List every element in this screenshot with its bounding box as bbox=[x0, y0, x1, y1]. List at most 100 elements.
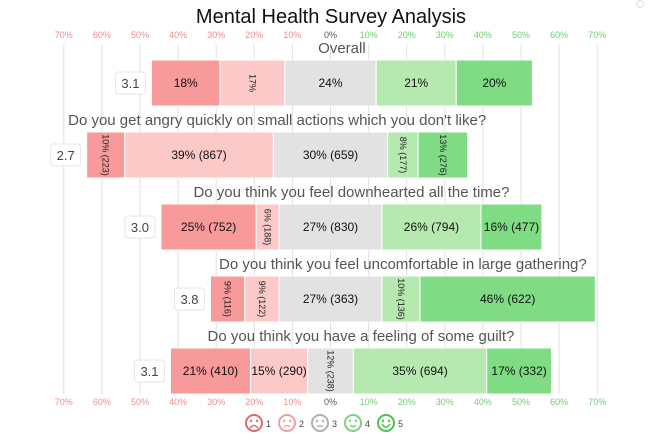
bar-segment-5[interactable]: 46% (622) bbox=[419, 275, 596, 323]
bottom-tick-label: 10% bbox=[283, 397, 301, 407]
bar-segment-1[interactable]: 18% bbox=[150, 59, 221, 107]
bar-segment-4[interactable]: 21% bbox=[375, 59, 457, 107]
score-value: 3.8 bbox=[180, 292, 198, 307]
menu-dot-icon[interactable] bbox=[636, 0, 644, 8]
top-tick-label: 30% bbox=[436, 30, 454, 40]
bar-segment-5[interactable]: 16% (477) bbox=[480, 203, 543, 251]
score-box: 2.7 bbox=[50, 143, 82, 167]
bottom-tick-label: 0% bbox=[324, 397, 337, 407]
question-rows: Overall 3.1 18% 17% 24% 21% 20% Do you get angr… bbox=[50, 40, 596, 395]
legend-label: 4 bbox=[365, 419, 370, 429]
bar-segment-5[interactable]: 20% bbox=[455, 59, 533, 107]
very-sad-face-icon[interactable]: 1 bbox=[245, 414, 271, 432]
top-tick-label: 50% bbox=[512, 30, 530, 40]
bottom-tick-label: 20% bbox=[398, 397, 416, 407]
bar-segment-3[interactable]: 30% (659) bbox=[272, 131, 389, 179]
bar-segment-2[interactable]: 15% (290) bbox=[249, 347, 309, 395]
top-tick-label: 0% bbox=[324, 30, 337, 40]
bar-segment-4[interactable]: 35% (694) bbox=[352, 347, 488, 395]
data-label: 10% (136) bbox=[396, 278, 406, 320]
bar-segment-2[interactable]: 6% (188) bbox=[255, 203, 280, 251]
legend-label: 2 bbox=[299, 419, 304, 429]
data-label: 35% (694) bbox=[392, 364, 447, 378]
data-label: 21% bbox=[404, 76, 428, 90]
data-label: 27% (830) bbox=[303, 220, 358, 234]
bar-segment-2[interactable]: 39% (867) bbox=[124, 131, 274, 179]
top-tick-label: 40% bbox=[474, 30, 492, 40]
bottom-tick-label: 40% bbox=[474, 397, 492, 407]
top-tick-label: 60% bbox=[93, 30, 111, 40]
bar-segment-3[interactable]: 24% bbox=[284, 59, 377, 107]
top-tick-label: 10% bbox=[360, 30, 378, 40]
data-label: 17% (332) bbox=[491, 364, 546, 378]
data-label: 27% (363) bbox=[303, 292, 358, 306]
data-label: 17% bbox=[247, 74, 257, 92]
top-tick-label: 70% bbox=[588, 30, 606, 40]
score-value: 3.1 bbox=[121, 76, 139, 91]
bottom-tick-label: 20% bbox=[245, 397, 263, 407]
data-label: 18% bbox=[174, 76, 198, 90]
data-label: 46% (622) bbox=[480, 292, 535, 306]
score-box: 3.8 bbox=[173, 287, 205, 311]
bottom-tick-label: 30% bbox=[436, 397, 454, 407]
legend: 1 2 3 4 5 bbox=[245, 414, 403, 432]
bar-segment-3[interactable]: 27% (830) bbox=[278, 203, 383, 251]
data-label: 13% (276) bbox=[438, 134, 448, 176]
data-label: 39% (867) bbox=[171, 148, 226, 162]
data-label: 20% bbox=[482, 76, 506, 90]
score-box: 3.0 bbox=[124, 215, 156, 239]
bar-segment-3[interactable]: 12% (238) bbox=[307, 347, 354, 395]
legend-label: 5 bbox=[398, 419, 403, 429]
top-tick-label: 70% bbox=[55, 30, 73, 40]
data-label: 9% (116) bbox=[223, 281, 233, 317]
bar-segment-1[interactable]: 10% (223) bbox=[86, 131, 126, 179]
bar-segment-4[interactable]: 8% (177) bbox=[387, 131, 419, 179]
question-title: Do you think you feel uncomfortable in l… bbox=[219, 256, 587, 273]
data-label: 10% (223) bbox=[101, 134, 111, 176]
top-tick-label: 10% bbox=[283, 30, 301, 40]
neutral-face-icon[interactable]: 3 bbox=[311, 414, 337, 432]
data-label: 16% (477) bbox=[484, 220, 539, 234]
question-title: Do you get angry quickly on small action… bbox=[68, 112, 486, 129]
bottom-axis: 70% 60% 50% 40% 30% 20% 10% 0% 10% 20% 30% 40% 50% 60… bbox=[55, 397, 606, 407]
score-box: 3.1 bbox=[114, 71, 146, 95]
bar-segment-5[interactable]: 17% (332) bbox=[486, 347, 552, 395]
happy-face-icon[interactable]: 5 bbox=[377, 414, 403, 432]
bar-segment-2[interactable]: 9% (122) bbox=[244, 275, 280, 323]
data-label: 6% (188) bbox=[263, 209, 273, 246]
bar-segment-3[interactable]: 27% (363) bbox=[278, 275, 383, 323]
data-label: 9% (122) bbox=[257, 281, 267, 318]
bar-segment-4[interactable]: 26% (794) bbox=[381, 203, 482, 251]
data-label: 12% (238) bbox=[326, 350, 336, 392]
legend-label: 3 bbox=[332, 419, 337, 429]
bar-segment-1[interactable]: 9% (116) bbox=[209, 275, 246, 323]
bar-segment-5[interactable]: 13% (276) bbox=[417, 131, 469, 179]
question-title: Overall bbox=[318, 40, 366, 57]
sad-face-icon[interactable]: 2 bbox=[278, 414, 304, 432]
bar-segment-1[interactable]: 25% (752) bbox=[160, 203, 257, 251]
data-label: 15% (290) bbox=[251, 364, 306, 378]
bottom-tick-label: 10% bbox=[360, 397, 378, 407]
smile-face-icon[interactable]: 4 bbox=[344, 414, 370, 432]
data-label: 21% (410) bbox=[183, 364, 238, 378]
bottom-tick-label: 40% bbox=[169, 397, 187, 407]
data-label: 26% (794) bbox=[404, 220, 459, 234]
top-tick-label: 40% bbox=[169, 30, 187, 40]
data-label: 8% (177) bbox=[398, 137, 408, 174]
score-value: 3.1 bbox=[140, 364, 158, 379]
top-tick-label: 60% bbox=[550, 30, 568, 40]
bar-segment-4[interactable]: 10% (136) bbox=[381, 275, 421, 323]
bar-segment-1[interactable]: 21% (410) bbox=[169, 347, 251, 395]
data-label: 25% (752) bbox=[181, 220, 236, 234]
bottom-tick-label: 70% bbox=[55, 397, 73, 407]
bar-segment-2[interactable]: 17% bbox=[219, 59, 286, 107]
top-tick-label: 50% bbox=[131, 30, 149, 40]
bottom-tick-label: 60% bbox=[93, 397, 111, 407]
data-label: 24% bbox=[318, 76, 342, 90]
top-axis: 70% 60% 50% 40% 30% 20% 10% 0% 10% 20% 30% 40% 50% 60… bbox=[55, 30, 606, 40]
score-value: 3.0 bbox=[131, 220, 149, 235]
data-label: 30% (659) bbox=[303, 148, 358, 162]
score-value: 2.7 bbox=[57, 148, 75, 163]
bottom-tick-label: 30% bbox=[207, 397, 225, 407]
